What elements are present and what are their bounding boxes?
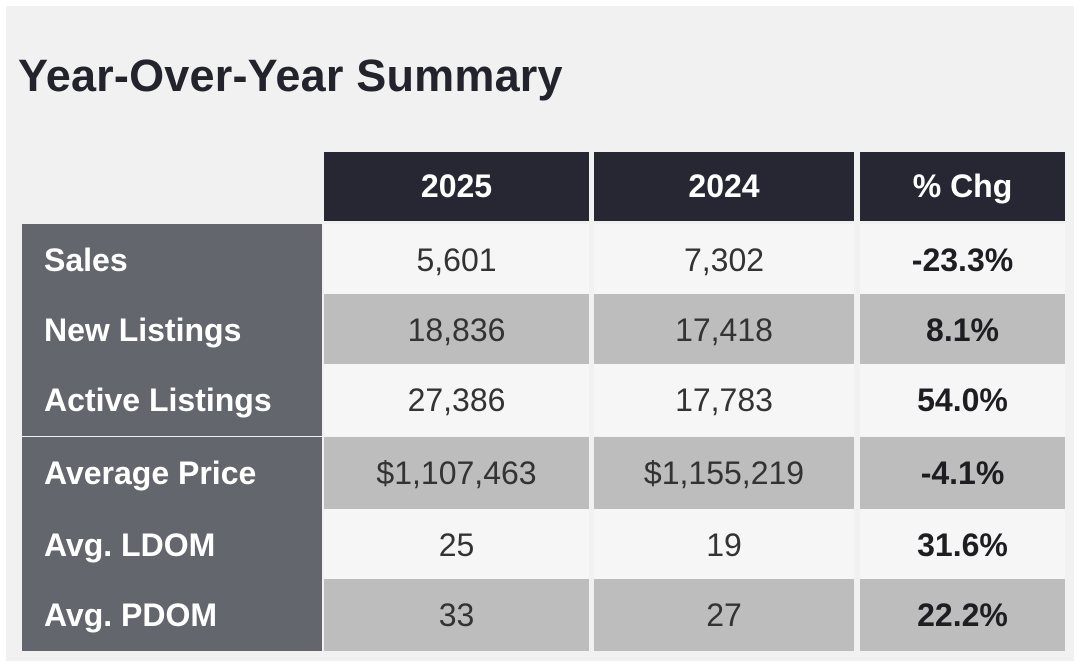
row-label: Active Listings (22, 364, 322, 436)
row-label: Avg. LDOM (22, 509, 322, 581)
cell-2024: 19 (594, 509, 854, 581)
table-row-active-listings: Active Listings 27,386 17,783 54.0% (22, 364, 1065, 436)
cell-pct-chg: 8.1% (860, 294, 1065, 366)
summary-panel: Year-Over-Year Summary 2025 2024 % Chg S… (6, 6, 1074, 661)
cell-2025: 5,601 (324, 224, 589, 296)
column-header-pct-chg: % Chg (860, 152, 1065, 221)
cell-2025: 18,836 (324, 294, 589, 366)
cell-2025: 25 (324, 509, 589, 581)
table-row-sales: Sales 5,601 7,302 -23.3% (22, 224, 1065, 296)
cell-2024: 17,418 (594, 294, 854, 366)
cell-pct-chg: 54.0% (860, 364, 1065, 436)
table-row-avg-ldom: Avg. LDOM 25 19 31.6% (22, 509, 1065, 581)
cell-pct-chg: 31.6% (860, 509, 1065, 581)
cell-2024: 7,302 (594, 224, 854, 296)
table-row-avg-pdom: Avg. PDOM 33 27 22.2% (22, 579, 1065, 651)
cell-2024: $1,155,219 (594, 437, 854, 509)
cell-2024: 27 (594, 579, 854, 651)
cell-2024: 17,783 (594, 364, 854, 436)
cell-2025: $1,107,463 (324, 437, 589, 509)
cell-2025: 27,386 (324, 364, 589, 436)
cell-2025: 33 (324, 579, 589, 651)
page-title: Year-Over-Year Summary (18, 50, 563, 101)
row-label: Avg. PDOM (22, 579, 322, 651)
cell-pct-chg: -4.1% (860, 437, 1065, 509)
row-label: Average Price (22, 437, 322, 509)
cell-pct-chg: 22.2% (860, 579, 1065, 651)
row-label: New Listings (22, 294, 322, 366)
column-header-2025: 2025 (324, 152, 589, 221)
column-header-2024: 2024 (594, 152, 854, 221)
cell-pct-chg: -23.3% (860, 224, 1065, 296)
table-row-average-price: Average Price $1,107,463 $1,155,219 -4.1… (22, 437, 1065, 509)
table-row-new-listings: New Listings 18,836 17,418 8.1% (22, 294, 1065, 366)
row-label: Sales (22, 224, 322, 296)
